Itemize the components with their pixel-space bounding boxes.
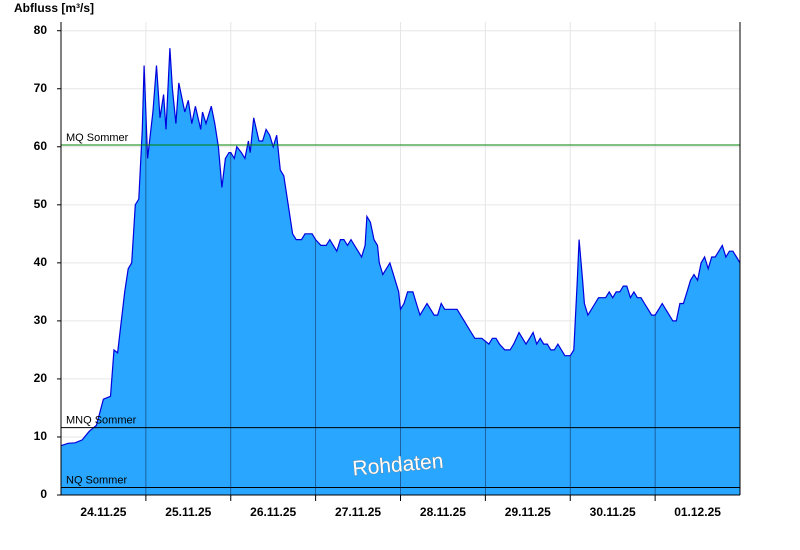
y-tick-label: 10 [34, 429, 48, 443]
line [60, 48, 741, 447]
x-tick-label: 27.11.25 [335, 505, 381, 519]
reference-label: NQ Sommer [66, 474, 127, 486]
x-tick-label: 28.11.25 [420, 505, 466, 519]
x-tick-label: 01.12.25 [674, 505, 721, 519]
reference-label: MQ Sommer [66, 132, 129, 144]
reference-label: MNQ Sommer [66, 415, 137, 427]
x-tick-label: 25.11.25 [165, 505, 211, 519]
y-tick-label: 0 [40, 487, 47, 501]
y-tick-label: 70 [34, 81, 48, 95]
x-tick-label: 24.11.25 [80, 505, 126, 519]
y-tick-label: 30 [34, 313, 48, 327]
y-tick-label: 20 [34, 371, 48, 385]
x-tick-label: 29.11.25 [505, 505, 551, 519]
x-tick-label: 30.11.25 [590, 505, 636, 519]
y-tick-label: 60 [34, 139, 48, 153]
x-tick-label: 26.11.25 [250, 505, 296, 519]
y-tick-label: 80 [34, 23, 48, 37]
y-tick-label: 40 [34, 255, 48, 269]
chart-title: Abfluss [m³/s] [14, 1, 94, 15]
annotation: Rohdaten [352, 450, 445, 481]
y-tick-label: 50 [34, 197, 48, 211]
